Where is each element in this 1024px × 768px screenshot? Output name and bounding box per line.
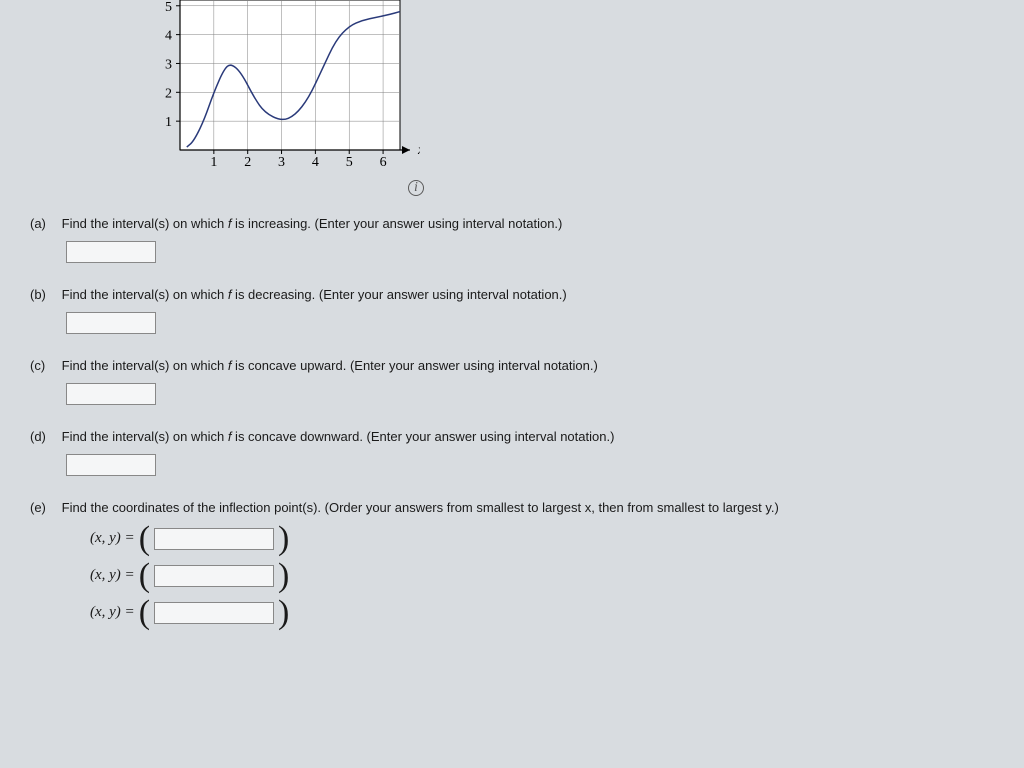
question-a-text: Find the interval(s) on which f is incre… [62,216,563,231]
question-e: (e) Find the coordinates of the inflecti… [30,500,994,627]
svg-text:2: 2 [165,86,172,101]
q-a-prefix: Find the interval(s) on which [62,216,228,231]
svg-text:5: 5 [346,155,353,170]
question-c-label: (c) [30,358,58,373]
answer-input-e0[interactable] [154,528,274,550]
svg-text:5: 5 [165,0,172,15]
svg-text:3: 3 [278,155,285,170]
q-c-suffix: is concave upward. (Enter your answer us… [231,358,597,373]
close-paren-icon: ) [278,562,289,589]
question-e-label: (e) [30,500,58,515]
q-d-suffix: is concave downward. (Enter your answer … [231,429,614,444]
answer-input-b[interactable] [66,312,156,334]
answer-input-d[interactable] [66,454,156,476]
svg-text:4: 4 [165,29,172,44]
q-c-prefix: Find the interval(s) on which [62,358,228,373]
coord-row-2: (x, y) = ( ) [90,599,994,626]
question-e-text: Find the coordinates of the inflection p… [62,500,779,515]
coord-lhs-1: (x, y) = [90,567,135,584]
question-c: (c) Find the interval(s) on which f is c… [30,358,994,405]
answer-input-a[interactable] [66,241,156,263]
q-d-prefix: Find the interval(s) on which [62,429,228,444]
question-b-text: Find the interval(s) on which f is decre… [62,287,567,302]
question-c-text: Find the interval(s) on which f is conca… [62,358,598,373]
open-paren-icon: ( [139,525,150,552]
question-a: (a) Find the interval(s) on which f is i… [30,216,994,263]
close-paren-icon: ) [278,525,289,552]
question-a-label: (a) [30,216,58,231]
question-b-label: (b) [30,287,58,302]
q-b-prefix: Find the interval(s) on which [62,287,228,302]
q-b-suffix: is decreasing. (Enter your answer using … [231,287,566,302]
function-graph: 1 2 3 4 5 6 1 2 3 4 5 x i [120,0,994,196]
svg-text:2: 2 [244,155,251,170]
svg-text:3: 3 [165,57,172,72]
svg-text:6: 6 [380,155,387,170]
answer-input-c[interactable] [66,383,156,405]
svg-text:4: 4 [312,155,319,170]
coord-row-1: (x, y) = ( ) [90,562,994,589]
question-b: (b) Find the interval(s) on which f is d… [30,287,994,334]
answer-input-e1[interactable] [154,565,274,587]
question-d: (d) Find the interval(s) on which f is c… [30,429,994,476]
close-paren-icon: ) [278,599,289,626]
svg-text:1: 1 [165,115,172,130]
open-paren-icon: ( [139,562,150,589]
answer-input-e2[interactable] [154,602,274,624]
svg-text:1: 1 [210,155,217,170]
question-d-text: Find the interval(s) on which f is conca… [62,429,615,444]
coord-lhs-0: (x, y) = [90,530,135,547]
question-d-label: (d) [30,429,58,444]
open-paren-icon: ( [139,599,150,626]
coord-lhs-2: (x, y) = [90,604,135,621]
svg-text:x: x [417,143,420,158]
coord-row-0: (x, y) = ( ) [90,525,994,552]
q-a-suffix: is increasing. (Enter your answer using … [231,216,562,231]
info-icon[interactable]: i [408,180,424,196]
